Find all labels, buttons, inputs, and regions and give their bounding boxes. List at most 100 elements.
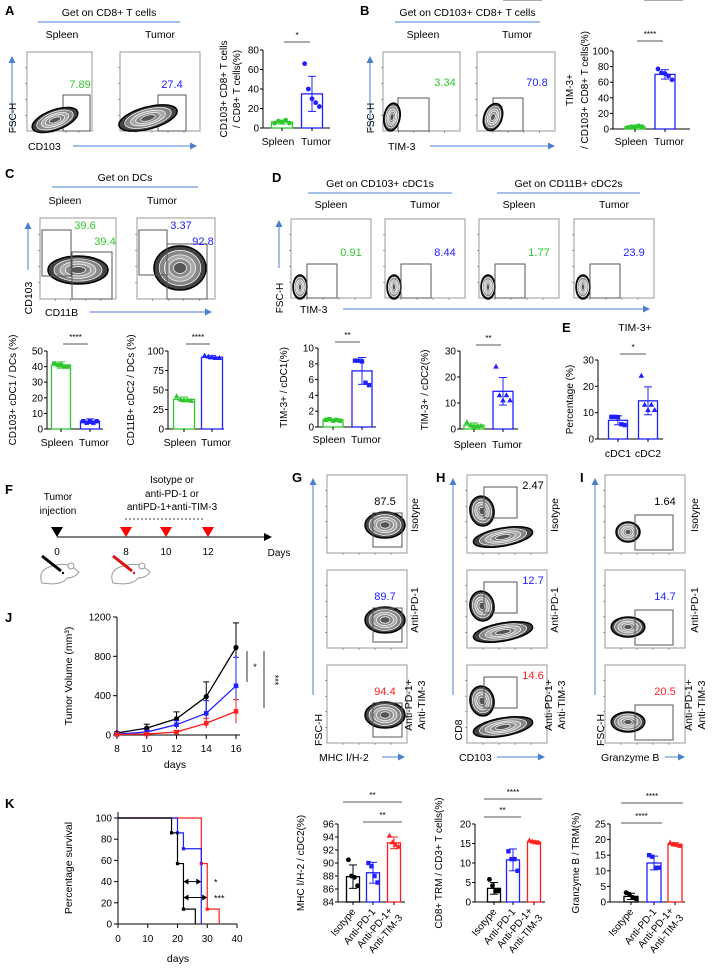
- gate: [41, 229, 72, 277]
- label: Days: [268, 548, 291, 559]
- significance-label: ****: [635, 812, 647, 821]
- panel-letter: J: [5, 610, 12, 625]
- y-tick-label: 1200: [89, 613, 112, 624]
- data-point: [386, 832, 393, 838]
- y-tick-label: 100: [147, 347, 164, 358]
- plot-frame: [326, 569, 408, 649]
- x-tick-label: 0: [115, 934, 121, 945]
- y-axis-label: / CD8+ T cells(%): [232, 50, 243, 128]
- data-point: [55, 362, 60, 368]
- gate-percentage: 39.4: [94, 236, 115, 248]
- panel-letter: K: [5, 796, 15, 811]
- y-axis-label: FSC-H: [595, 714, 607, 746]
- gate: [483, 676, 518, 709]
- arrow-head-icon: [449, 478, 457, 485]
- y-tick-label: 800: [94, 652, 111, 663]
- contour-plot: [31, 106, 79, 134]
- gate: [634, 609, 674, 646]
- data-point: [650, 854, 655, 859]
- y-tick-label: 30: [32, 378, 44, 389]
- data-point: [337, 418, 343, 423]
- treatment-marker-icon: [120, 527, 132, 537]
- x-tick-label: Tumor: [301, 136, 331, 148]
- significance-label: **: [344, 331, 350, 340]
- significance-label: ****: [646, 792, 658, 801]
- arrow-head-icon: [538, 753, 545, 761]
- gate: [483, 486, 518, 519]
- treatment-label: Isotype: [549, 498, 561, 532]
- gate-percentage: 94.4: [374, 686, 395, 698]
- x-tick-label: Spleen: [313, 434, 346, 446]
- label: Tumor: [599, 199, 629, 211]
- y-axis-label: CD103+ CD8+ T cells: [219, 41, 230, 138]
- data-point: [526, 837, 533, 843]
- treatment-marker-icon: [202, 527, 214, 537]
- y-axis-label: Tumor Volume (mm³): [63, 627, 75, 726]
- y-tick-label: 0: [37, 425, 43, 436]
- data-point: [615, 414, 621, 420]
- significance-label: *: [631, 343, 634, 352]
- y-tick-label: 80: [101, 835, 113, 846]
- treatment-label: Anti-PD-1: [409, 587, 421, 633]
- data-point: [375, 880, 380, 885]
- x-axis-label: days: [167, 953, 189, 965]
- y-axis-label: Granzyme B / TRM(%): [571, 813, 582, 914]
- treatment-label: Anti-TIM-3: [696, 680, 708, 729]
- plot-frame: [604, 474, 686, 554]
- y-tick-label: 86: [323, 885, 335, 896]
- significance-label: ****: [192, 333, 204, 342]
- data-point: [173, 393, 180, 399]
- gate-percentage: 8.44: [434, 247, 455, 259]
- survival-curve: [118, 817, 202, 924]
- contour-plot: [469, 685, 495, 717]
- data-point: [302, 61, 308, 67]
- panel-letter: B: [360, 3, 369, 18]
- y-tick-label: 20: [248, 104, 260, 115]
- gate: [634, 514, 674, 551]
- y-tick-label: 60: [248, 65, 260, 76]
- y-tick-label: 88: [323, 872, 335, 883]
- x-tick-label: Tumor: [654, 136, 684, 148]
- contour-plot: [364, 701, 406, 729]
- gate-percentage: 1.77: [528, 247, 549, 259]
- gate-percentage: 89.7: [374, 591, 395, 603]
- y-tick-label: 10: [32, 409, 44, 420]
- panel-letter: G: [292, 470, 302, 485]
- label: Spleen: [49, 195, 82, 207]
- gate: [397, 97, 430, 132]
- data-point: [205, 353, 212, 359]
- data-point: [496, 392, 503, 398]
- bar: [200, 356, 224, 430]
- y-tick-label: 20: [445, 373, 457, 384]
- contour-plot: [386, 274, 402, 300]
- x-tick-label: cDC2: [635, 448, 661, 460]
- arrow-head-icon: [591, 478, 599, 485]
- data-point: [641, 401, 648, 407]
- arrow-head-icon: [548, 142, 555, 150]
- label: TIM-3: [300, 304, 328, 316]
- y-tick-label: 0: [308, 423, 314, 434]
- data-point: [203, 694, 209, 700]
- x-tick-label: 40: [231, 934, 243, 945]
- data-point: [677, 842, 683, 848]
- data-point: [84, 420, 89, 425]
- data-point: [515, 868, 520, 873]
- y-tick-label: 6: [308, 375, 314, 386]
- data-point: [653, 865, 658, 870]
- contour-plot: [575, 274, 591, 300]
- contour-plot: [615, 521, 641, 543]
- y-tick-label: 0: [600, 898, 606, 909]
- significance-label: *: [253, 662, 257, 672]
- gate-percentage: 0.91: [340, 247, 361, 259]
- data-point: [372, 873, 377, 879]
- data-point: [651, 407, 658, 413]
- data-point: [52, 361, 57, 366]
- contour-plot: [480, 274, 496, 300]
- y-tick-label: 30: [583, 356, 595, 367]
- y-tick-label: 20: [595, 835, 607, 846]
- y-tick-label: 10: [460, 859, 472, 870]
- gate: [372, 512, 403, 548]
- x-tick-label: 8: [114, 744, 120, 755]
- y-tick-label: 0: [105, 731, 111, 742]
- data-point: [309, 96, 315, 102]
